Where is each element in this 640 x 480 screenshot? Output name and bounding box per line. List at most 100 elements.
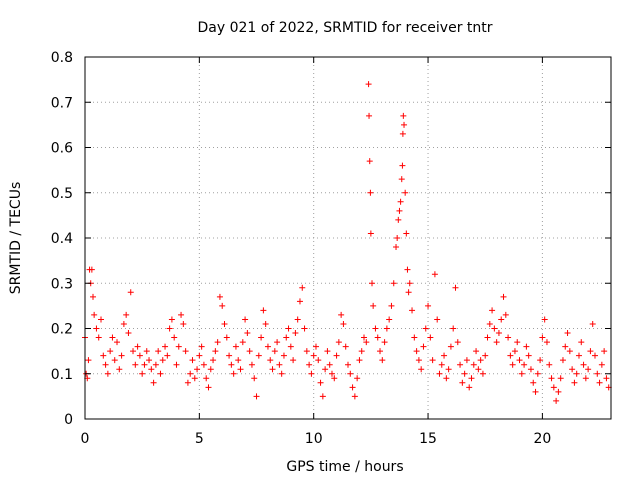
data-point [514,339,521,346]
data-point [120,320,127,327]
data-point [468,375,475,382]
data-point [283,334,290,341]
data-point [308,370,315,377]
data-point [312,343,319,350]
data-point [255,352,262,359]
data-point [445,366,452,373]
data-point [447,343,454,350]
data-point [587,348,594,355]
axis-ticks: 0 0.1 0.2 0.3 0.4 0.5 0.6 0.7 0.8 0 5 10 15 20 [51,50,611,447]
data-point [372,325,379,332]
chart-title: Day 021 of 2022, SRMTID for receiver tnt… [197,20,492,36]
data-point [518,370,525,377]
data-point [534,370,541,377]
data-point [212,348,219,355]
data-point [436,370,443,377]
data-point [85,357,92,364]
data-point [502,311,509,318]
data-point [367,230,374,237]
data-point [123,311,130,318]
data-point [306,361,313,368]
data-point [482,352,489,359]
data-point [303,348,310,355]
data-point [489,307,496,314]
data-point [285,325,292,332]
data-point [450,325,457,332]
data-point [400,112,407,119]
data-point [523,343,530,350]
data-point [235,357,242,364]
data-point [596,379,603,386]
data-point [484,334,491,341]
data-point [242,316,249,323]
data-point [493,339,500,346]
data-point [114,339,121,346]
data-point [532,388,539,395]
data-point [559,357,566,364]
data-point [216,293,223,300]
data-point [267,357,274,364]
data-point [379,357,386,364]
data-point [187,370,194,377]
y-tick-label: 0.2 [51,322,73,338]
data-point [130,348,137,355]
data-point [580,361,587,368]
data-point [203,375,210,382]
data-point [394,235,401,241]
data-point [219,302,226,309]
data-point [546,361,553,368]
data-point [562,343,569,350]
y-tick-label: 0.7 [51,95,73,111]
data-point [88,266,95,273]
data-point [366,112,373,119]
data-point [294,316,301,323]
data-point [146,357,153,364]
data-point [356,357,363,364]
data-point [571,379,578,386]
data-point [441,352,448,359]
y-tick-label: 0.4 [51,231,73,247]
data-point [351,393,358,400]
data-point [258,334,265,341]
gridlines [85,57,611,419]
data-point [280,352,287,359]
data-point [178,311,185,318]
data-point [402,189,409,196]
data-point [324,348,331,355]
data-point [150,379,157,386]
data-point [537,357,544,364]
data-point [175,343,182,350]
data-point [369,280,376,287]
data-point [191,375,198,382]
data-point [401,121,408,128]
x-tick-label: 20 [533,431,551,447]
data-point [271,348,278,355]
data-point [184,379,191,386]
data-point [141,361,148,368]
data-point [173,361,180,368]
data-point [429,357,436,364]
data-point [443,375,450,382]
data-point [221,320,228,327]
x-axis-label: GPS time / hours [286,459,403,475]
data-point [582,375,589,382]
data-point [509,361,516,368]
data-point [557,375,564,382]
data-point [367,189,374,196]
data-point [454,339,461,346]
data-point [603,375,610,382]
data-point [390,280,397,287]
data-point [98,316,105,323]
data-point [194,366,201,373]
data-point [420,343,427,350]
data-point [248,361,255,368]
data-point [326,361,333,368]
data-point [386,316,393,323]
x-tick-label: 5 [195,431,204,447]
data-point [530,379,537,386]
data-point [548,375,555,382]
data-point [527,366,534,373]
x-tick-label: 15 [419,431,437,447]
data-point [292,330,299,337]
data-point [180,320,187,327]
